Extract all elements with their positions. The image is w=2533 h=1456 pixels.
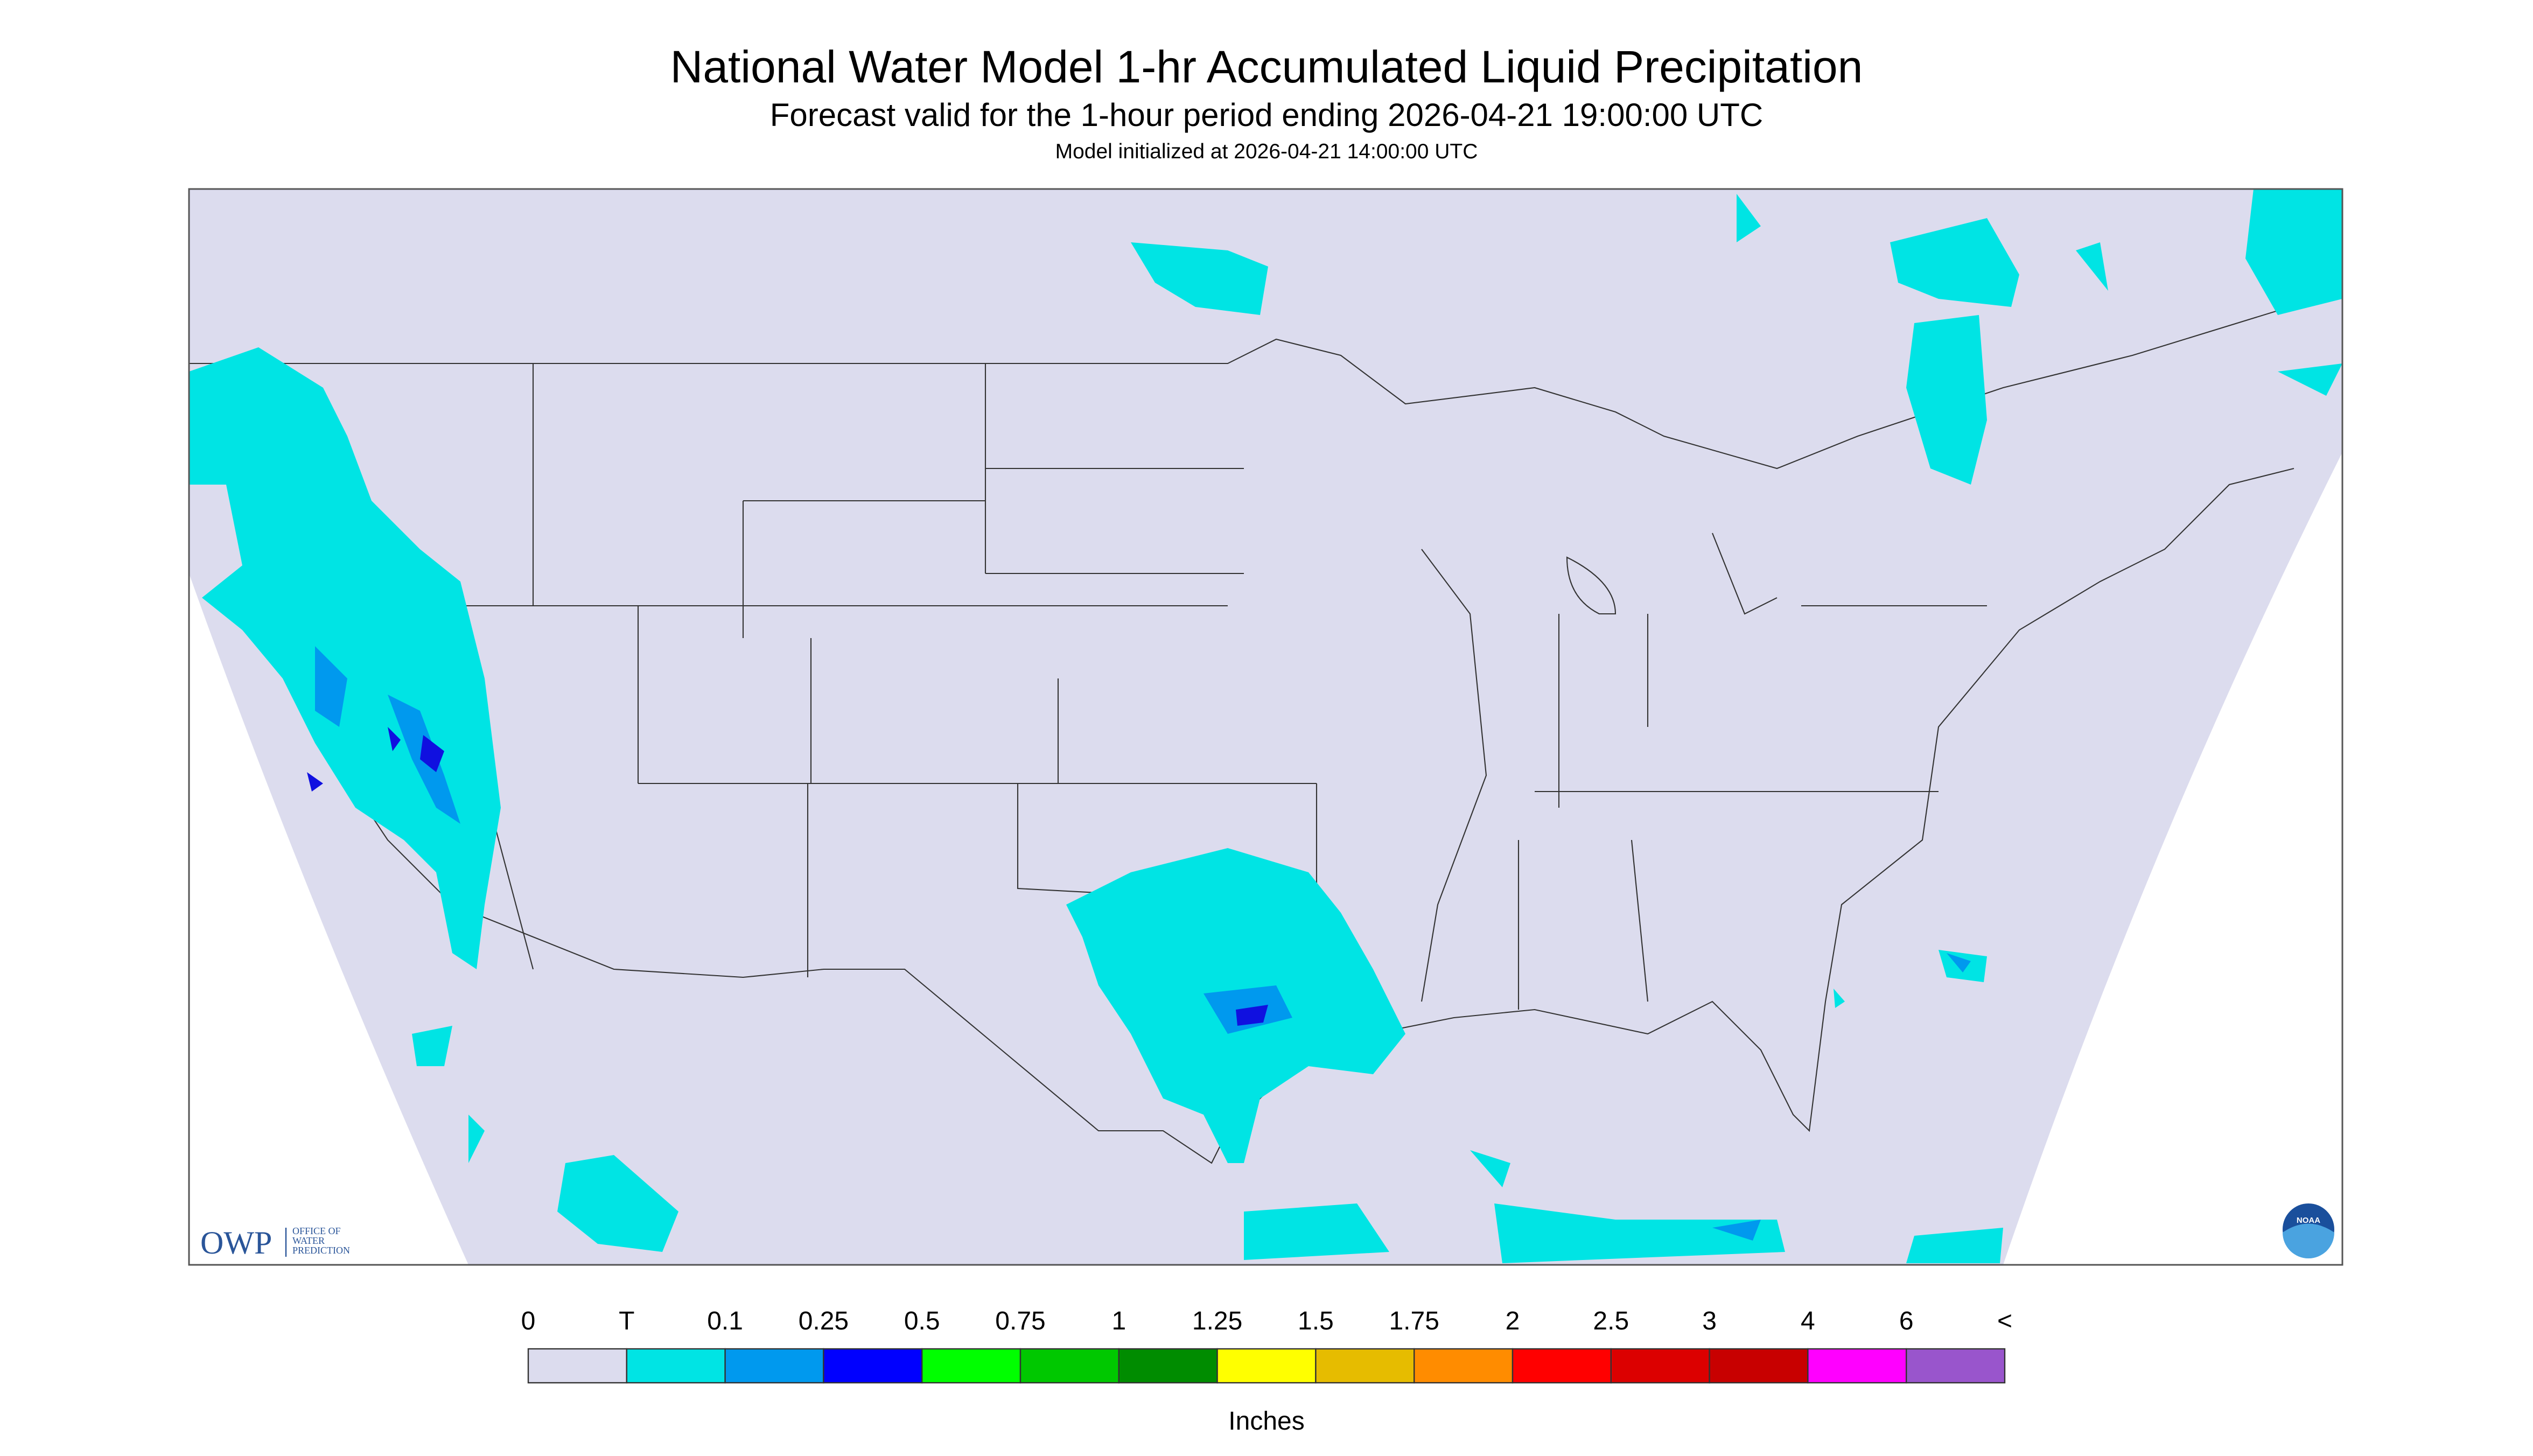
map-frame (188, 188, 2343, 1266)
logo-abbr: OWP (200, 1225, 272, 1261)
legend-unit: Inches (1228, 1407, 1304, 1436)
map: OWP OFFICE OF WATER PREDICTION NOAA (188, 188, 2343, 1266)
legend-swatch (1118, 1348, 1218, 1384)
domain (189, 189, 2342, 1265)
logo-line: WATER (292, 1235, 325, 1246)
legend-label: 1.5 (1298, 1307, 1334, 1335)
logo-line: PREDICTION (292, 1245, 350, 1256)
legend-swatch (1905, 1348, 2006, 1384)
noaa-wave (2283, 1223, 2334, 1259)
legend-swatch (527, 1348, 628, 1384)
legend-swatch (921, 1348, 1021, 1384)
legend-label: 0.25 (799, 1307, 849, 1335)
legend-label: < (1997, 1307, 2012, 1335)
legend-label: 6 (1899, 1307, 1914, 1335)
legend-label: T (619, 1307, 634, 1335)
precipitation (189, 189, 2342, 1264)
legend: 0 T 0.1 0.25 0.5 0.75 1 1.25 1.5 1.75 2 2.5 3 4 6 < (521, 1307, 2012, 1384)
legend-swatch (1807, 1348, 1907, 1384)
legend-label: 3 (1702, 1307, 1717, 1335)
legend-swatch (1414, 1348, 1514, 1384)
legend-label: 1.25 (1192, 1307, 1242, 1335)
noaa-text: NOAA (2297, 1216, 2320, 1225)
owp-logo: OWP OFFICE OF WATER PREDICTION (200, 1225, 350, 1261)
legend-swatch (626, 1348, 726, 1384)
legend-label: 2.5 (1593, 1307, 1629, 1335)
legend-swatch (1709, 1348, 1809, 1384)
legend-swatch (823, 1348, 923, 1384)
legend-swatch (1512, 1348, 1612, 1384)
subtitle: Forecast valid for the 1-hour period end… (770, 97, 1763, 133)
legend-label: 1 (1111, 1307, 1126, 1335)
logo-line: OFFICE OF (292, 1226, 341, 1236)
legend-swatch (1216, 1348, 1317, 1384)
legend-swatch (1610, 1348, 1710, 1384)
legend-label: 0.1 (707, 1307, 743, 1335)
legend-label: 0.75 (995, 1307, 1045, 1335)
init-time: Model initialized at 2026-04-21 14:00:00… (1055, 140, 1478, 163)
legend-swatch (724, 1348, 824, 1384)
legend-label: 1.75 (1389, 1307, 1439, 1335)
noaa-logo: NOAA (2283, 1203, 2334, 1259)
legend-swatch (1315, 1348, 1415, 1384)
legend-label: 2 (1506, 1307, 1520, 1335)
legend-label: 0 (521, 1307, 536, 1335)
title: National Water Model 1-hr Accumulated Li… (670, 41, 1863, 92)
legend-swatch (1019, 1348, 1120, 1384)
legend-label: 4 (1801, 1307, 1815, 1335)
legend-label: 0.5 (904, 1307, 940, 1335)
